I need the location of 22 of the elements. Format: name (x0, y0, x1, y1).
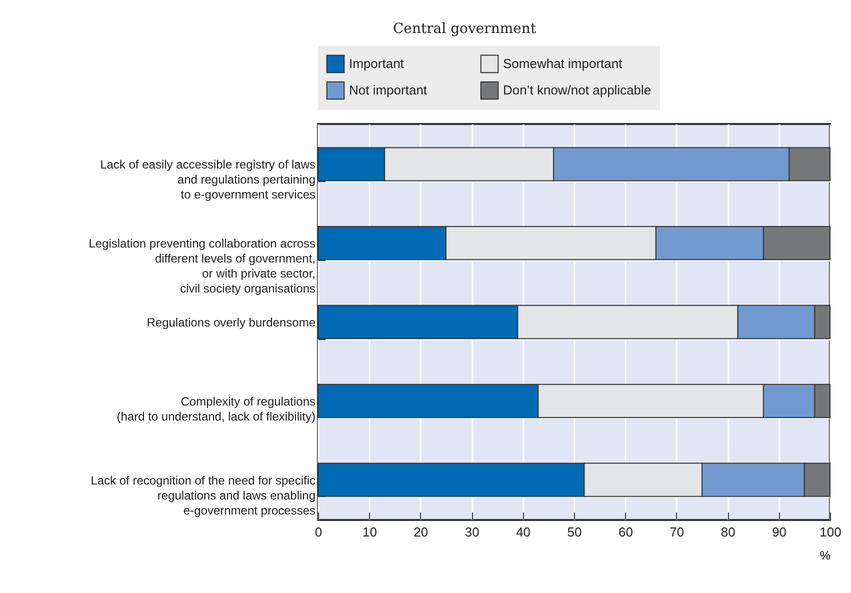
legend-label: Important (349, 56, 404, 71)
y-tick-label: Lack of recognition of the need for specific regulations and laws enabling e-government processes (90, 473, 316, 518)
y-tick-label: Legislation preventing collaboration across different levels of government, or with private sector, civil society organisations (88, 236, 316, 296)
y-tick-label: Complexity of regulations (hard to understand, lack of flexibility) (116, 394, 316, 424)
x-tick-label: 90 (772, 524, 787, 540)
legend-label: Somewhat important (503, 56, 623, 71)
x-tick-label: 70 (670, 524, 684, 540)
y-tick-label: Lack of easily accessible registry of laws and regulations pertaining to e-government services (100, 158, 316, 202)
x-tick-label: 20 (414, 524, 428, 540)
x-tick-label: 40 (516, 524, 531, 540)
x-tick-label: 50 (567, 524, 582, 540)
x-tick-label: 10 (362, 524, 377, 540)
x-tick-label: 30 (464, 524, 480, 540)
x-tick-label: 0 (314, 524, 322, 540)
x-tick-label: 60 (618, 524, 633, 540)
x-axis-title: % (820, 548, 831, 562)
x-tick-label: 80 (720, 524, 736, 540)
legend-label: Don’t know/not applicable (503, 82, 652, 98)
legend-label: Not important (349, 82, 428, 98)
chart-title: Central government (392, 21, 536, 37)
y-tick-label: Regulations overly burdensome (146, 316, 316, 330)
x-tick-label: 100 (820, 524, 842, 540)
